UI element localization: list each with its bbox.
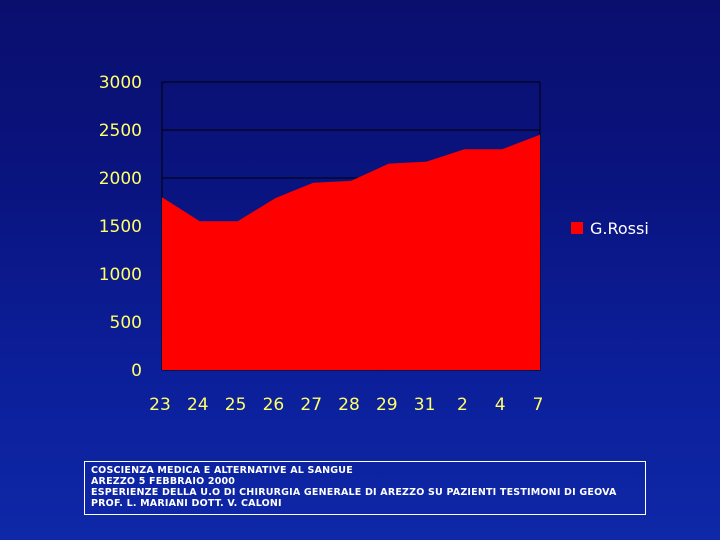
y-tick-label: 2500 <box>99 121 142 141</box>
x-tick-label: 4 <box>495 395 506 415</box>
legend-swatch <box>571 222 583 234</box>
y-tick-label: 1000 <box>99 265 142 285</box>
x-tick-label: 28 <box>338 395 360 415</box>
x-tick-label: 25 <box>225 395 247 415</box>
series-area-layer <box>162 134 540 370</box>
y-axis-tick-labels: 0 500 1000 1500 2000 2500 3000 <box>99 73 142 381</box>
x-tick-label: 26 <box>263 395 285 415</box>
footer-line-3: Esperienze della U.O di Chirurgia Genera… <box>91 487 617 498</box>
legend: G.Rossi <box>571 219 649 238</box>
x-tick-label: 2 <box>457 395 468 415</box>
footer-line-2: Arezzo 5 febbraio 2000 <box>91 476 236 487</box>
footer-caption-box: Coscienza medica e alternative al sangue… <box>84 461 646 515</box>
x-tick-label: 7 <box>533 395 544 415</box>
x-tick-label: 23 <box>149 395 171 415</box>
x-tick-label: 31 <box>414 395 436 415</box>
y-tick-label: 2000 <box>99 169 142 189</box>
x-axis-tick-labels: 23 24 25 26 27 28 29 31 2 4 7 <box>149 395 543 415</box>
footer-line-1: Coscienza medica e alternative al sangue <box>91 465 353 476</box>
x-tick-label: 27 <box>300 395 322 415</box>
y-tick-label: 500 <box>110 313 142 333</box>
y-tick-label: 3000 <box>99 73 142 93</box>
y-tick-label: 1500 <box>99 217 142 237</box>
series-area-G.Rossi <box>162 134 540 370</box>
legend-label: G.Rossi <box>590 219 649 238</box>
x-tick-label: 29 <box>376 395 398 415</box>
y-tick-label: 0 <box>131 361 142 381</box>
footer-line-4: Prof. L. Mariani Dott. V. Caloni <box>91 498 282 509</box>
x-tick-label: 24 <box>187 395 209 415</box>
